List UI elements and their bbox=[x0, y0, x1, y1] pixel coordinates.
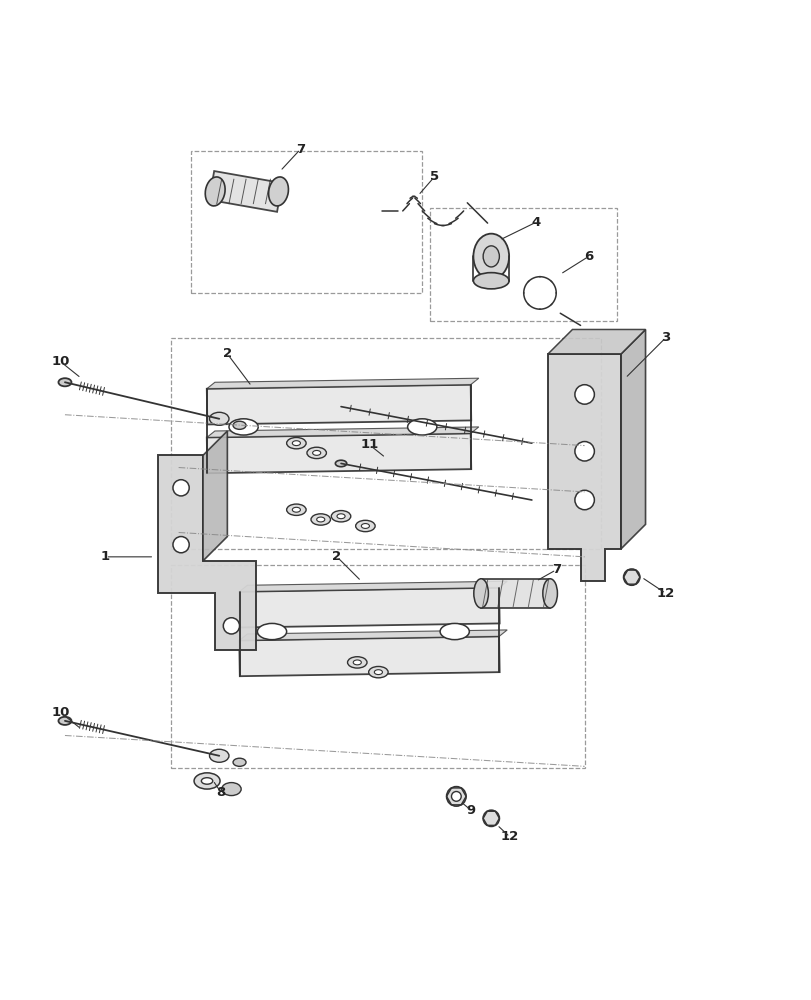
Ellipse shape bbox=[209, 412, 229, 425]
Ellipse shape bbox=[201, 778, 212, 784]
Text: 2: 2 bbox=[332, 550, 341, 563]
Ellipse shape bbox=[440, 623, 469, 640]
Text: 1: 1 bbox=[101, 550, 110, 563]
Text: 5: 5 bbox=[429, 170, 439, 183]
Ellipse shape bbox=[233, 421, 246, 429]
Ellipse shape bbox=[205, 177, 225, 206]
Ellipse shape bbox=[292, 441, 300, 446]
Polygon shape bbox=[203, 431, 227, 561]
Ellipse shape bbox=[58, 378, 71, 386]
Ellipse shape bbox=[221, 783, 241, 796]
Text: 7: 7 bbox=[295, 143, 305, 156]
Ellipse shape bbox=[451, 792, 461, 801]
Text: 2: 2 bbox=[222, 347, 232, 360]
Polygon shape bbox=[207, 385, 470, 424]
Ellipse shape bbox=[407, 419, 436, 435]
Ellipse shape bbox=[209, 749, 229, 762]
Text: 11: 11 bbox=[360, 438, 378, 451]
Ellipse shape bbox=[337, 514, 345, 519]
Ellipse shape bbox=[194, 773, 220, 789]
Polygon shape bbox=[547, 329, 645, 354]
Ellipse shape bbox=[268, 177, 288, 206]
Ellipse shape bbox=[473, 234, 508, 279]
Ellipse shape bbox=[353, 660, 361, 665]
Ellipse shape bbox=[307, 447, 326, 459]
Polygon shape bbox=[207, 427, 478, 437]
Polygon shape bbox=[480, 579, 550, 608]
Polygon shape bbox=[158, 455, 255, 650]
Ellipse shape bbox=[286, 504, 306, 515]
Polygon shape bbox=[239, 630, 507, 640]
Ellipse shape bbox=[173, 537, 189, 553]
Text: 10: 10 bbox=[52, 706, 70, 719]
Ellipse shape bbox=[355, 520, 375, 532]
Ellipse shape bbox=[473, 273, 508, 289]
Ellipse shape bbox=[368, 666, 388, 678]
Text: 4: 4 bbox=[530, 216, 540, 229]
Ellipse shape bbox=[374, 670, 382, 675]
Ellipse shape bbox=[311, 514, 330, 525]
Ellipse shape bbox=[474, 579, 488, 608]
Ellipse shape bbox=[292, 507, 300, 512]
Ellipse shape bbox=[574, 490, 594, 510]
Ellipse shape bbox=[331, 511, 350, 522]
Polygon shape bbox=[207, 378, 478, 389]
Ellipse shape bbox=[542, 579, 556, 608]
Ellipse shape bbox=[574, 385, 594, 404]
Ellipse shape bbox=[233, 758, 246, 766]
Text: 12: 12 bbox=[500, 830, 518, 843]
Text: 9: 9 bbox=[466, 804, 475, 817]
Ellipse shape bbox=[574, 442, 594, 461]
Polygon shape bbox=[209, 171, 281, 212]
Text: 3: 3 bbox=[660, 331, 670, 344]
Ellipse shape bbox=[312, 450, 320, 455]
Polygon shape bbox=[239, 581, 507, 592]
Text: 6: 6 bbox=[583, 250, 593, 263]
Ellipse shape bbox=[58, 717, 71, 725]
Ellipse shape bbox=[223, 618, 239, 634]
Text: 8: 8 bbox=[216, 786, 225, 799]
Polygon shape bbox=[239, 636, 499, 676]
Text: 12: 12 bbox=[656, 587, 674, 600]
Polygon shape bbox=[239, 588, 499, 627]
Ellipse shape bbox=[316, 517, 324, 522]
Ellipse shape bbox=[335, 460, 346, 467]
Polygon shape bbox=[207, 433, 470, 473]
Text: 10: 10 bbox=[52, 355, 70, 368]
Ellipse shape bbox=[173, 480, 189, 496]
Ellipse shape bbox=[229, 419, 258, 435]
Ellipse shape bbox=[623, 569, 639, 585]
Ellipse shape bbox=[286, 437, 306, 449]
Ellipse shape bbox=[483, 810, 499, 826]
Text: 7: 7 bbox=[551, 563, 560, 576]
Polygon shape bbox=[547, 354, 620, 581]
Ellipse shape bbox=[257, 623, 286, 640]
Ellipse shape bbox=[446, 787, 466, 806]
Ellipse shape bbox=[483, 246, 499, 267]
Ellipse shape bbox=[347, 657, 367, 668]
Ellipse shape bbox=[361, 524, 369, 528]
Polygon shape bbox=[620, 329, 645, 549]
